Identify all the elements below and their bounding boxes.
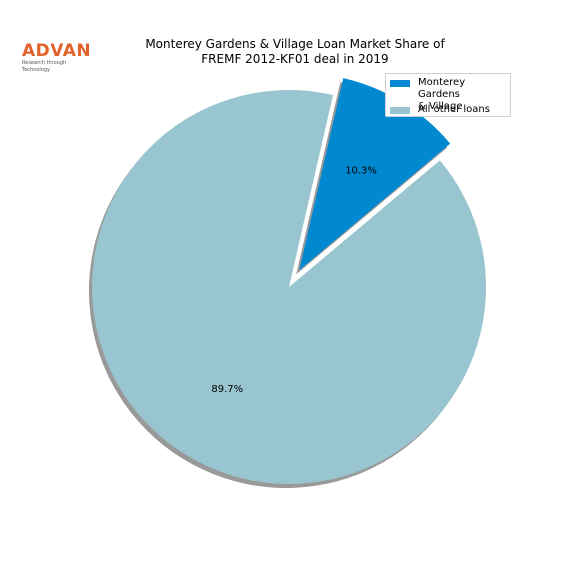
legend-swatch-other [390,107,410,114]
legend-label-monterey-line-2: & Village [418,101,463,112]
legend-label-monterey: Monterey Gardens & Village [418,77,510,113]
legend-swatch-monterey [390,80,410,87]
pie-slice-all-other-loans [92,90,487,485]
chart-legend: Monterey Gardens & Village All other loa… [385,73,511,117]
legend-label-monterey-line-1: Monterey Gardens [418,77,466,100]
legend-item-monterey: Monterey Gardens & Village [390,77,510,113]
brand-logo: ADVAN Research through Technology [22,42,92,74]
slice-value-label-1: 89.7% [211,384,243,395]
pie-slices-group: 10.3% 89.7% [89,78,487,488]
chart-title-line-2: FREMF 2012-KF01 deal in 2019 [201,52,388,66]
pie-slice-monterey-gardens-village [299,78,451,271]
brand-name: ADVAN [22,41,92,61]
legend-label-other: All other loans [418,104,490,115]
legend-item-other: All other loans [390,104,510,116]
brand-tagline: Research through Technology [22,60,67,73]
slice-value-label-0: 10.3% [345,165,377,176]
chart-title-line-1: Monterey Gardens & Village Loan Market S… [145,37,445,51]
